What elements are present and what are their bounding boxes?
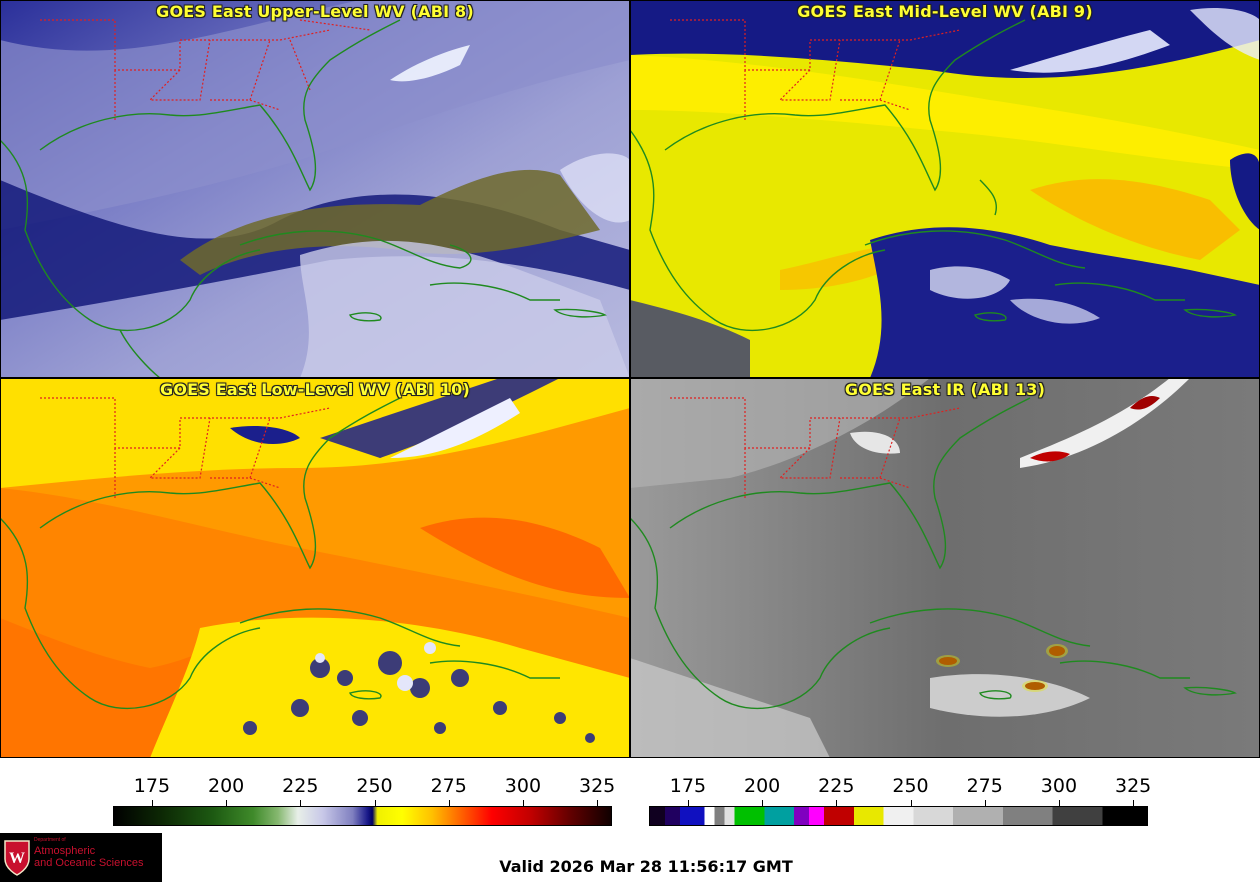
colorbar-tick-label: 300 bbox=[504, 775, 542, 797]
colorbar-tick-mark bbox=[522, 800, 524, 806]
colorbar-tick-label: 325 bbox=[1114, 775, 1152, 797]
colorbar-tick-label: 200 bbox=[743, 775, 781, 797]
colorbar-tick-mark bbox=[984, 800, 986, 806]
ir-panel: GOES East IR (ABI 13) bbox=[630, 378, 1260, 758]
panel-title: GOES East Low-Level WV (ABI 10) bbox=[159, 380, 470, 399]
wv-colorbar-ticks: 175 200 225 250 275 300 325 bbox=[0, 775, 630, 806]
colorbar-tick-mark bbox=[448, 800, 450, 806]
colorbar-tick-label: 300 bbox=[1040, 775, 1078, 797]
crest-letter: W bbox=[9, 850, 25, 867]
panel-title: GOES East Upper-Level WV (ABI 8) bbox=[156, 2, 474, 21]
logo-line1: Atmospheric bbox=[34, 845, 96, 857]
colorbar-tick-mark bbox=[374, 800, 376, 806]
colorbar-tick-label: 200 bbox=[207, 775, 245, 797]
colorbar-tick-label: 275 bbox=[966, 775, 1003, 797]
colorbar-tick-mark bbox=[1133, 800, 1135, 806]
colorbar-tick-mark bbox=[597, 800, 599, 806]
low-level-wv-panel: GOES East Low-Level WV (ABI 10) bbox=[0, 378, 630, 758]
low-level-wv-map bbox=[0, 378, 630, 758]
colorbar-tick-label: 175 bbox=[133, 775, 171, 797]
panel-divider-vertical bbox=[629, 0, 631, 758]
colorbar-tick-mark bbox=[1058, 800, 1060, 806]
upper-level-wv-map bbox=[0, 0, 630, 378]
valid-time: Valid 2026 Mar 28 11:56:17 GMT bbox=[499, 857, 793, 876]
ir-colorbar bbox=[649, 806, 1148, 826]
panel-title: GOES East IR (ABI 13) bbox=[844, 380, 1046, 399]
colorbar-tick-label: 325 bbox=[578, 775, 616, 797]
ir-map bbox=[630, 378, 1260, 758]
colorbar-tick-label: 275 bbox=[430, 775, 467, 797]
mid-level-wv-panel: GOES East Mid-Level WV (ABI 9) bbox=[630, 0, 1260, 378]
wv-colorbar bbox=[113, 806, 612, 826]
colorbar-tick-label: 250 bbox=[892, 775, 929, 797]
colorbar-tick-mark bbox=[910, 800, 912, 806]
panel-divider-horizontal bbox=[0, 377, 1260, 379]
logo-name: Atmospheric and Oceanic Sciences bbox=[34, 845, 143, 869]
colorbar-tick-label: 225 bbox=[282, 775, 319, 797]
ir-colorbar-ticks: 175 200 225 250 275 300 325 bbox=[0, 775, 1260, 806]
colorbar-tick-label: 175 bbox=[669, 775, 707, 797]
logo-line2: and Oceanic Sciences bbox=[34, 857, 144, 869]
colorbar-tick-label: 225 bbox=[818, 775, 855, 797]
colorbar-tick-mark bbox=[687, 800, 689, 806]
mid-level-wv-map bbox=[630, 0, 1260, 378]
panel-title: GOES East Mid-Level WV (ABI 9) bbox=[797, 2, 1093, 21]
colorbar-tick-mark bbox=[151, 800, 153, 806]
uw-crest-icon: W bbox=[4, 840, 30, 876]
colorbar-tick-label: 250 bbox=[356, 775, 393, 797]
colorbar-tick-mark bbox=[762, 800, 764, 806]
upper-level-wv-panel: GOES East Upper-Level WV (ABI 8) bbox=[0, 0, 630, 378]
colorbar-tick-mark bbox=[226, 800, 228, 806]
colorbar-tick-mark bbox=[300, 800, 302, 806]
logo-department: Department of bbox=[34, 837, 66, 843]
colorbar-tick-mark bbox=[836, 800, 838, 806]
aos-logo: W Department of Atmospheric and Oceanic … bbox=[0, 833, 162, 882]
